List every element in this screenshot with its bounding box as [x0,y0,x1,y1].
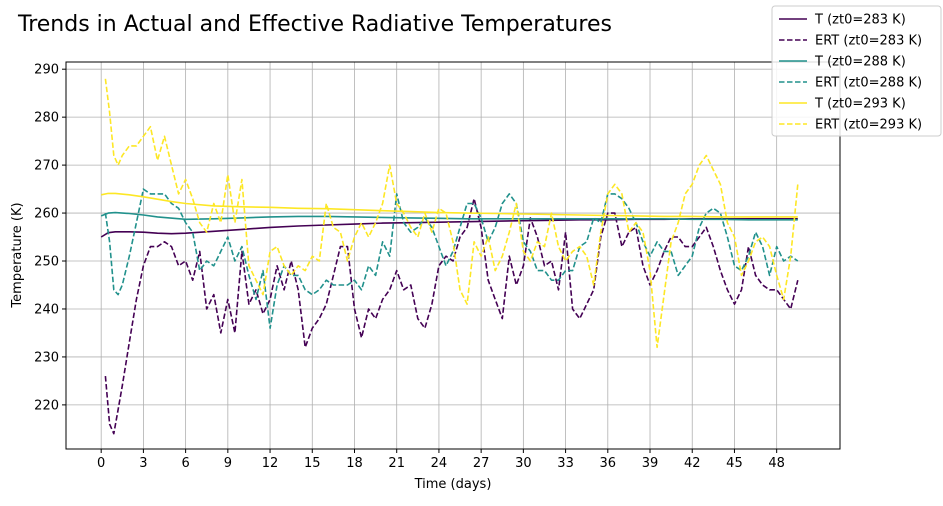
x-tick-label: 6 [181,456,189,471]
legend-label: T (zt0=288 K) [814,55,906,70]
legend-label: ERT (zt0=288 K) [815,76,922,91]
y-tick-label: 250 [34,255,59,270]
y-tick-label: 220 [34,398,59,413]
legend-label: T (zt0=293 K) [814,97,906,112]
y-tick-label: 240 [34,302,59,317]
x-tick-label: 9 [224,456,232,471]
x-tick-label: 24 [431,456,448,471]
x-tick-label: 30 [515,456,532,471]
x-tick-label: 36 [600,456,617,471]
x-tick-label: 21 [388,456,405,471]
x-tick-label: 39 [642,456,659,471]
legend-label: ERT (zt0=283 K) [815,34,922,49]
y-axis: 220 230 240 250 260 270 280 290 [34,63,66,413]
legend: T (zt0=283 K) ERT (zt0=283 K) T (zt0=288 K… [771,5,942,137]
y-axis-title: Temperature (K) [10,202,25,308]
series-line-3 [100,211,798,221]
y-tick-label: 280 [34,111,59,126]
x-tick-label: 45 [726,456,743,471]
plot-frame [65,61,841,450]
x-tick-label: 18 [346,456,363,471]
legend-box [771,5,942,137]
series-line-5 [101,192,798,218]
x-tick-label: 3 [139,456,147,471]
legend-label: ERT (zt0=293 K) [815,118,922,133]
x-tick-label: 0 [97,456,105,471]
x-tick-label: 42 [684,456,701,471]
x-tick-label: 27 [473,456,490,471]
legend-label: T (zt0=283 K) [814,13,906,28]
x-tick-label: 48 [768,456,785,471]
x-tick-label: 12 [262,456,279,471]
series-line-2 [104,197,799,435]
y-tick-label: 230 [34,350,59,365]
y-tick-label: 260 [34,207,59,222]
chart-title: Trends in Actual and Effective Radiative… [17,12,612,37]
y-tick-label: 270 [34,159,59,174]
x-tick-label: 15 [304,456,321,471]
y-tick-label: 290 [34,63,59,78]
series-line-4 [104,188,799,329]
series-lines [100,78,799,435]
x-tick-label: 33 [557,456,574,471]
x-axis-title: Time (days) [414,477,492,492]
x-axis: 0 3 6 9 12 15 18 21 24 27 30 33 36 39 42 45 48 [97,449,785,471]
series-line-6 [104,78,799,349]
